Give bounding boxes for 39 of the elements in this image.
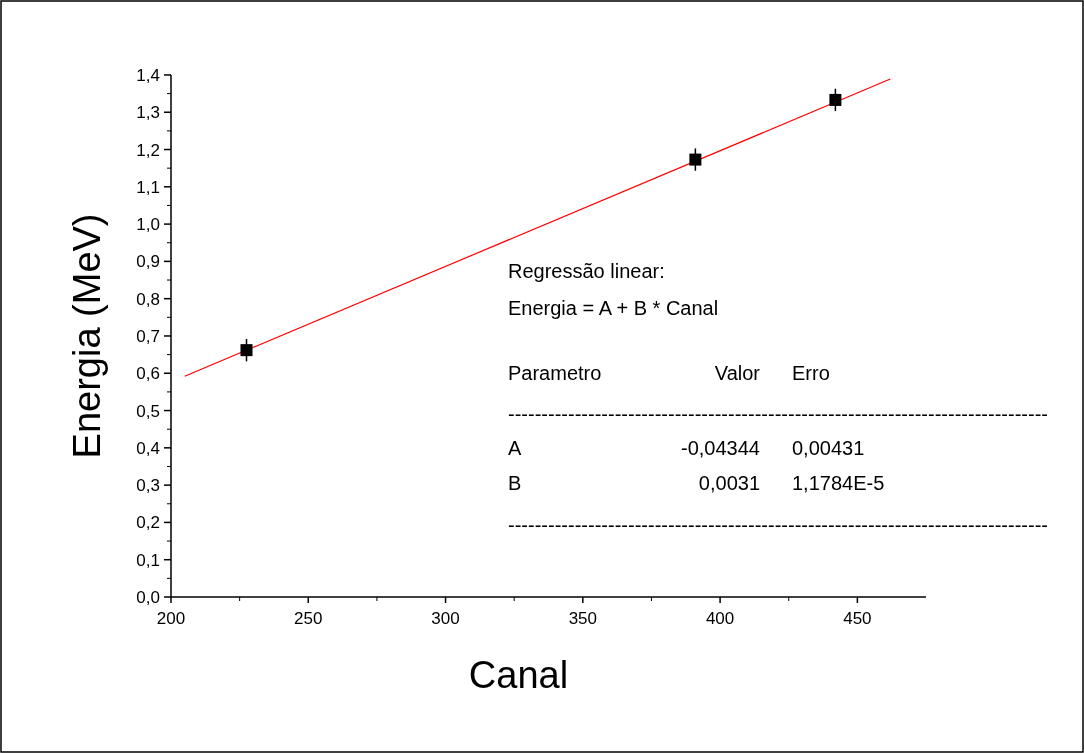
annotation: Valor bbox=[714, 362, 761, 384]
annotation: --------------------------------------------------------------------------------- bbox=[508, 514, 1048, 536]
point bbox=[240, 344, 253, 357]
y-tick-label: 0,6 bbox=[136, 364, 160, 384]
y-tick-label: 0,5 bbox=[136, 401, 160, 421]
y-tick-label: 0,7 bbox=[136, 326, 160, 346]
y-axis-title: Energia (MeV) bbox=[66, 213, 108, 459]
x-tick-label: 300 bbox=[431, 609, 460, 628]
annotation: 0,0031 bbox=[698, 472, 760, 494]
annotation: B bbox=[508, 472, 522, 494]
annotation: Regressão linear: bbox=[508, 260, 665, 282]
y-tick-label: 1,2 bbox=[136, 140, 160, 160]
annotation: -0,04344 bbox=[681, 437, 760, 459]
x-tick-label: 200 bbox=[156, 609, 186, 628]
annotation: 0,00431 bbox=[792, 437, 865, 459]
annotation: A bbox=[508, 437, 522, 459]
y-tick-label: 1,4 bbox=[136, 65, 160, 85]
point bbox=[689, 153, 702, 166]
point bbox=[829, 93, 842, 106]
annotation: Parametro bbox=[508, 362, 602, 384]
y-tick-label: 1,0 bbox=[136, 215, 160, 235]
y-tick-label: 1,1 bbox=[136, 177, 160, 197]
x-axis-title: Canal bbox=[468, 654, 569, 696]
y-tick-label: 0,3 bbox=[136, 476, 160, 496]
annotation: --------------------------------------------------------------------------------- bbox=[508, 403, 1048, 425]
x-tick-label: 350 bbox=[568, 609, 598, 628]
y-tick-label: 1,3 bbox=[136, 103, 160, 123]
annotation: 1,1784E-5 bbox=[792, 472, 885, 494]
y-tick-label: 0,2 bbox=[136, 513, 160, 533]
y-tick-label: 0,1 bbox=[136, 550, 160, 570]
y-tick-label: 0,4 bbox=[136, 438, 160, 458]
y-tick-label: 0,8 bbox=[136, 289, 160, 309]
annotation: Erro bbox=[792, 362, 830, 384]
x-tick-label: 250 bbox=[294, 609, 323, 628]
x-tick-label: 400 bbox=[705, 609, 735, 628]
y-tick-label: 0,0 bbox=[136, 588, 160, 607]
y-tick-label: 0,9 bbox=[136, 252, 160, 272]
annotation: Energia = A + B * Canal bbox=[508, 297, 719, 319]
x-tick-label: 450 bbox=[843, 609, 872, 628]
